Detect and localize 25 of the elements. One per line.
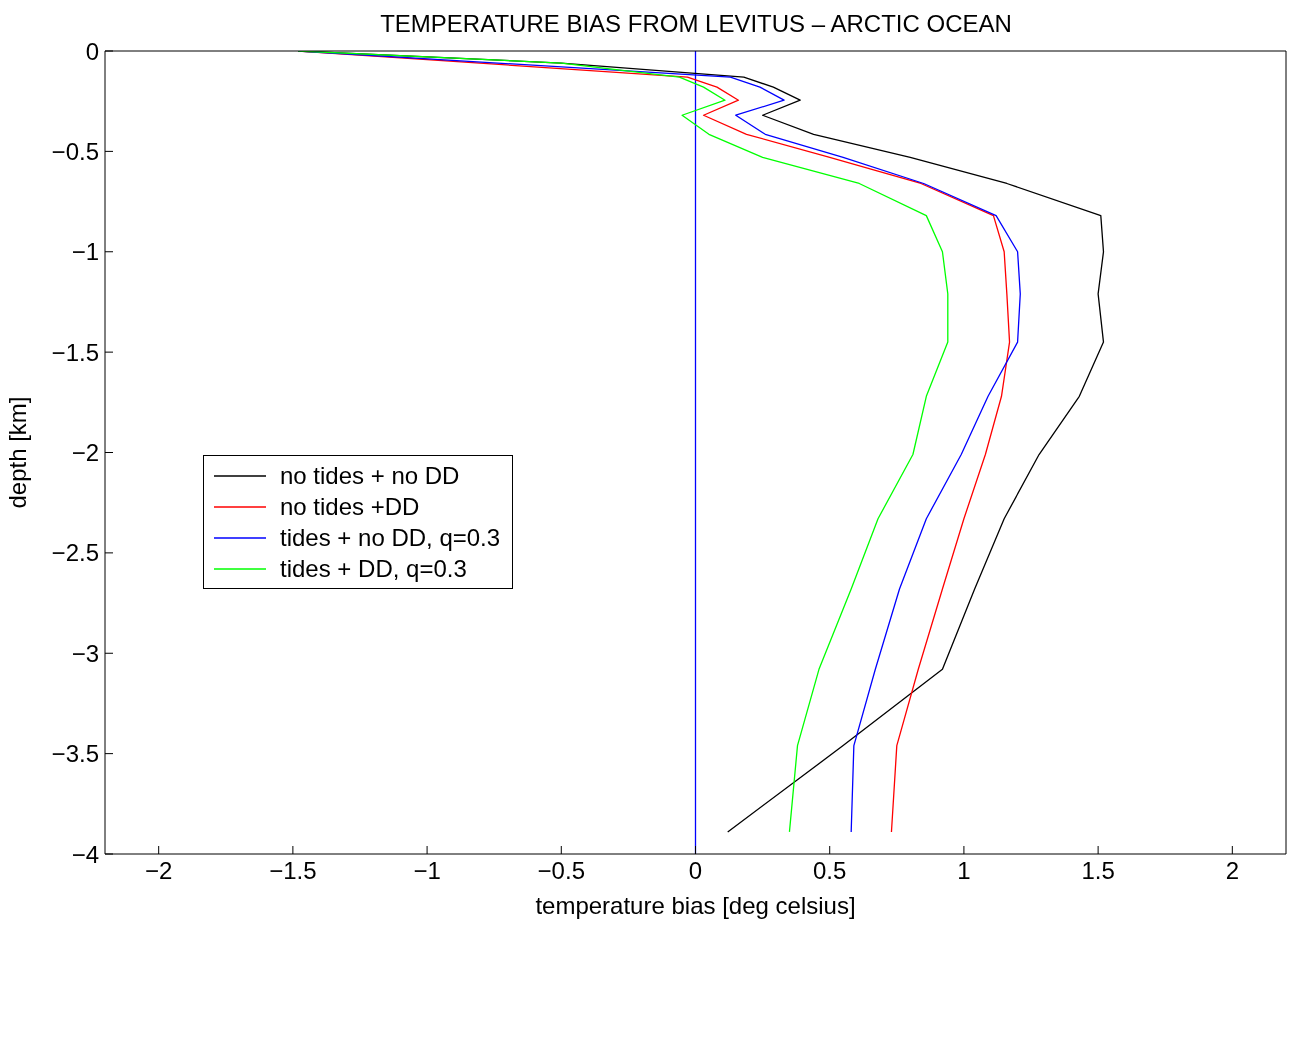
x-tick-label: −1	[413, 857, 441, 885]
x-tick-label: 1.5	[1081, 857, 1115, 885]
x-tick-label: −2	[144, 857, 173, 885]
x-tick-label: 1	[957, 857, 971, 885]
x-tick-label: 0	[688, 857, 703, 885]
legend-label: no tides +DD	[280, 492, 420, 521]
legend-label: no tides + no DD	[280, 461, 460, 490]
x-axis-title: temperature bias [deg celsius]	[535, 892, 856, 919]
y-tick-label: −4	[71, 840, 99, 868]
y-tick-label: −2.5	[51, 539, 99, 567]
y-tick-label: −3.5	[51, 740, 99, 768]
y-axis-title: depth [km]	[3, 396, 31, 509]
y-tick-label: −3	[71, 639, 99, 667]
x-tick-label: −1.5	[269, 857, 317, 885]
y-tick-label: −1	[71, 238, 99, 266]
x-tick-label: 2	[1225, 857, 1239, 885]
x-tick-label: −0.5	[537, 857, 585, 885]
y-tick-label: −0.5	[51, 137, 99, 165]
chart-title: TEMPERATURE BIAS FROM LEVITUS – ARCTIC OCEAN	[379, 10, 1013, 38]
legend-label: tides + DD, q=0.3	[280, 554, 467, 583]
y-tick-label: −1.5	[51, 338, 99, 366]
y-tick-label: 0	[85, 37, 99, 65]
x-tick-label: 0.5	[813, 857, 847, 885]
y-tick-label: −2	[71, 439, 99, 467]
legend-label: tides + no DD, q=0.3	[280, 523, 501, 552]
